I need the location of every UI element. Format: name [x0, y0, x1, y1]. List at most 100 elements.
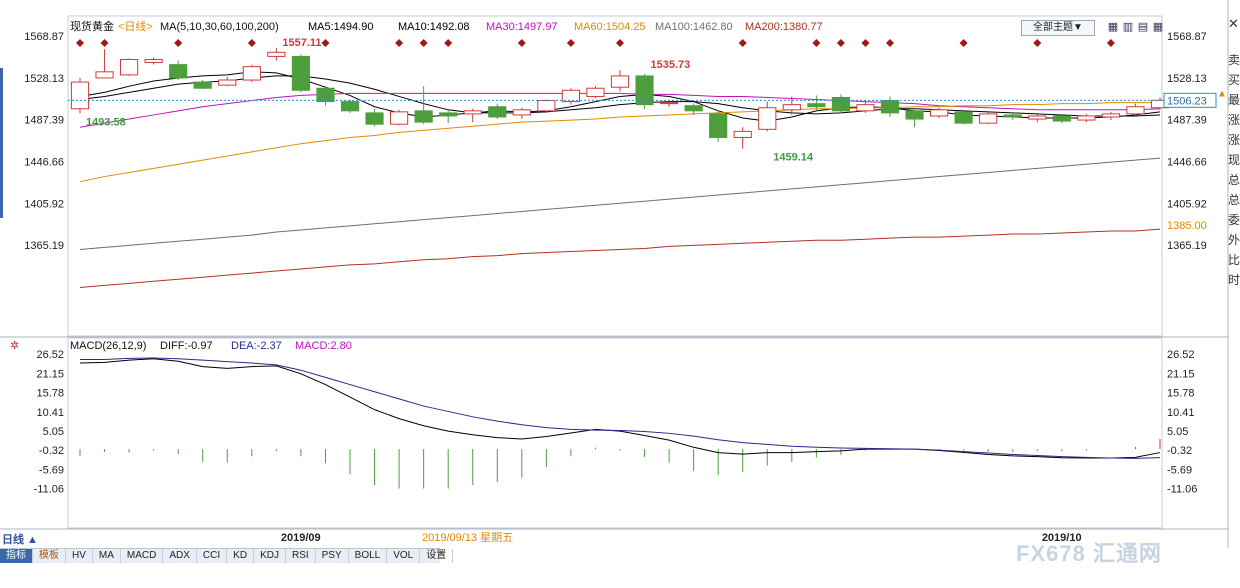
- side-panel-label: 买: [1228, 73, 1240, 87]
- price-tick-left: 1487.39: [24, 115, 64, 127]
- period-label: <日线>: [118, 19, 153, 33]
- theme-dropdown[interactable]: 全部主题▼: [1021, 20, 1095, 36]
- indicator-tab-8[interactable]: KDJ: [254, 549, 286, 563]
- macd-settings-icon: ✲: [10, 340, 19, 352]
- macd-dea-label: DEA:-2.37: [231, 340, 282, 352]
- indicator-tab-2[interactable]: HV: [66, 549, 93, 563]
- candle-body: [390, 111, 409, 125]
- cursor-date-label: 2019/09/13 星期五: [422, 531, 513, 544]
- event-marker-diamond: [566, 39, 575, 47]
- period-selector-button[interactable]: 日线 ▲: [2, 534, 38, 546]
- ma-value-label: MA60:1504.25: [574, 21, 646, 33]
- dea-line: [80, 357, 1161, 459]
- candle-body: [365, 112, 384, 125]
- event-marker-diamond: [419, 39, 428, 47]
- indicator-tab-6[interactable]: CCI: [197, 549, 228, 563]
- price-tick-left: 1568.87: [24, 31, 64, 43]
- close-icon[interactable]: ✕: [1228, 16, 1239, 31]
- candle-body: [144, 58, 163, 64]
- event-marker-diamond: [836, 39, 845, 47]
- ma60-line: [79, 102, 1160, 183]
- price-tick-right: 1446.66: [1167, 157, 1207, 169]
- indicator-tab-3[interactable]: MA: [93, 549, 121, 563]
- chart-frame: [0, 0, 1229, 548]
- macd-tick-right: 5.05: [1167, 426, 1188, 438]
- date-tick-label: 2019/10: [1042, 532, 1082, 544]
- price-tick-right: 1568.87: [1167, 31, 1207, 43]
- indicator-tab-11[interactable]: BOLL: [349, 549, 388, 563]
- price-tick-right: 1365.19: [1167, 240, 1207, 252]
- price-tick-left: 1528.13: [24, 73, 64, 85]
- side-panel-label: 最: [1228, 93, 1240, 107]
- side-panel-label: 总: [1228, 173, 1240, 187]
- candle-body: [831, 96, 850, 112]
- grid-view-icon[interactable]: ▦: [1152, 21, 1164, 33]
- indicator-tab-10[interactable]: PSY: [316, 549, 349, 563]
- indicator-tab-0[interactable]: 指标: [0, 549, 33, 563]
- candle-body: [537, 100, 556, 112]
- macd-diff-label: DIFF:-0.97: [160, 340, 213, 352]
- candle-body: [1077, 115, 1096, 121]
- candle-body: [635, 75, 654, 106]
- indicator-tab-4[interactable]: MACD: [121, 549, 164, 563]
- window-toggle-icon[interactable]: ▦: [1107, 21, 1119, 33]
- ma-params: MA(5,10,30,60,100,200): [160, 21, 279, 33]
- ma-value-label: MA100:1462.80: [655, 21, 733, 33]
- indicator-tab-5[interactable]: ADX: [163, 549, 197, 563]
- event-marker-diamond: [395, 39, 404, 47]
- event-marker-diamond: [321, 39, 330, 47]
- indicator-tab-9[interactable]: RSI: [286, 549, 316, 563]
- candle-body: [169, 64, 188, 79]
- candle-body: [1028, 115, 1047, 120]
- layout-icon[interactable]: ▥: [1122, 21, 1134, 33]
- candle-body: [512, 109, 531, 116]
- date-tick-label: 2019/09: [281, 532, 321, 544]
- chart-area[interactable]: 1557.11 1493.58 1535.73 1459.14 1568.87 1568…: [0, 0, 1240, 548]
- side-panel-label: 卖: [1228, 53, 1240, 67]
- candle-body: [267, 51, 286, 57]
- left-scroll-indicator: [0, 68, 3, 218]
- current-price-label: 1506.23: [1167, 95, 1207, 107]
- macd-panel-border: [67, 337, 1163, 529]
- candle-body: [340, 101, 360, 112]
- extreme-price-label: 1535.73: [651, 59, 691, 71]
- ma200-line: [79, 228, 1161, 288]
- candle-body: [1101, 113, 1121, 118]
- side-panel-label: 涨: [1228, 113, 1240, 127]
- candle-body: [463, 110, 482, 115]
- side-panel-label: 时: [1228, 273, 1240, 287]
- macd-tick-left: 15.78: [36, 388, 64, 400]
- candle-body: [586, 87, 605, 97]
- candle-body: [414, 110, 433, 123]
- candle-body: [660, 102, 679, 105]
- event-marker-diamond: [959, 39, 968, 47]
- event-markers[interactable]: [76, 39, 1115, 47]
- ma-value-label: MA5:1494.90: [308, 21, 373, 33]
- layout-alt-icon[interactable]: ▤: [1137, 21, 1149, 33]
- macd-tick-left: 21.15: [36, 368, 64, 380]
- current-price-box: [1163, 92, 1217, 108]
- price-axis-labels: 1568.87 1568.87 1528.13 1528.13 1487.39 1487.…: [24, 31, 1227, 252]
- indicator-tab-12[interactable]: VOL: [387, 549, 421, 563]
- macd-tick-left: 5.05: [43, 426, 64, 438]
- indicator-headers: 现货黄金 <日线> MA(5,10,30,60,100,200) MA5:1494.9…: [10, 19, 823, 352]
- side-panel-label: 现: [1228, 153, 1240, 167]
- event-marker-diamond: [247, 39, 256, 47]
- extreme-price-label: 1493.58: [86, 116, 126, 128]
- indicator-tab-13[interactable]: 设置: [420, 549, 454, 563]
- candle-body: [316, 87, 335, 103]
- event-marker-diamond: [616, 39, 624, 47]
- ma-value-label: MA200:1380.77: [745, 21, 823, 33]
- indicator-tab-7[interactable]: KD: [227, 549, 255, 563]
- price-tick-left: 1405.92: [24, 198, 64, 210]
- event-marker-diamond: [738, 39, 747, 47]
- extreme-price-label: 1459.14: [773, 152, 814, 164]
- quote-side-panel: ✕ 卖买最涨涨现总总委外比时: [1228, 0, 1240, 530]
- event-marker-diamond: [1033, 39, 1042, 47]
- event-marker-diamond: [174, 39, 183, 47]
- indicator-tab-1[interactable]: 模板: [33, 549, 66, 563]
- macd-tick-right: -0.32: [1167, 445, 1192, 457]
- macd-tick-right: 10.41: [1167, 407, 1195, 419]
- side-panel-label: 涨: [1228, 133, 1240, 147]
- extreme-price-label: 1557.11: [282, 37, 321, 49]
